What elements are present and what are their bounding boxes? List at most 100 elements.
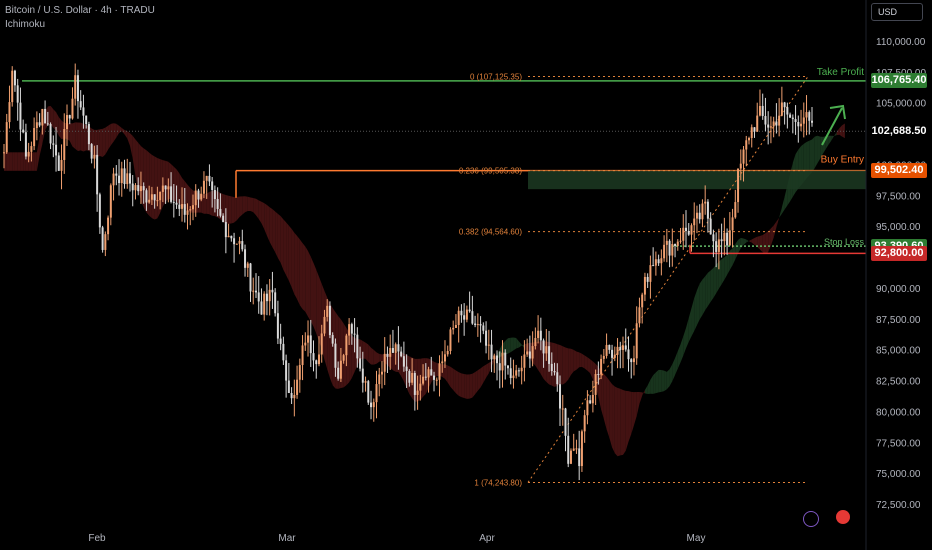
candle-body xyxy=(68,115,71,119)
candle-body xyxy=(613,354,616,358)
cloud-segment xyxy=(179,173,183,208)
currency-selector[interactable]: USD xyxy=(871,3,923,21)
cloud-segment xyxy=(466,374,470,399)
candle-body xyxy=(772,121,775,127)
candle-body xyxy=(307,335,310,343)
candle-body xyxy=(74,75,77,99)
fibonacci-retracement: 0 (107,125.35) 0.236 (99,505.38) 0.382 (94… xyxy=(459,72,809,487)
candle-body xyxy=(531,346,534,359)
candle-body xyxy=(674,243,677,246)
cloud-segment xyxy=(746,239,750,243)
candle-body xyxy=(764,116,767,125)
cloud-segment xyxy=(444,364,448,383)
candle-body xyxy=(465,309,468,320)
cloud-segment xyxy=(664,370,667,392)
cloud-segment xyxy=(25,152,29,171)
time-tick-label: May xyxy=(687,533,706,544)
cloud-segment xyxy=(28,152,32,171)
candle-body xyxy=(575,448,578,450)
cloud-segment xyxy=(14,152,18,171)
cloud-segment xyxy=(631,391,634,435)
candle-body xyxy=(35,122,38,129)
candle-body xyxy=(317,354,320,365)
candle-body xyxy=(479,324,482,326)
cloud-segment xyxy=(392,352,396,372)
candle-body xyxy=(671,243,674,256)
cloud-segment xyxy=(349,332,352,383)
candle-body xyxy=(337,367,340,379)
cloud-segment xyxy=(743,238,747,245)
candle-body xyxy=(216,199,219,209)
candle-body xyxy=(783,102,786,108)
candle-body xyxy=(622,345,625,350)
annotations: Take Profit Buy Entry Stop Loss xyxy=(817,67,865,247)
cloud-segment xyxy=(560,344,563,385)
candle-body xyxy=(548,346,551,364)
candle-body xyxy=(534,337,537,347)
candle-body xyxy=(107,217,110,235)
candle-body xyxy=(753,127,756,132)
cloud-segment xyxy=(820,136,823,159)
fib-level-label: 0.382 (94,564.60) xyxy=(459,228,522,237)
cloud-segment xyxy=(316,269,319,342)
cloud-segment xyxy=(450,366,454,390)
cloud-segment xyxy=(313,263,317,334)
candle-body xyxy=(578,448,581,467)
candle-body xyxy=(123,168,126,185)
indicator-label[interactable]: Ichimoku xyxy=(5,19,46,30)
candle-body xyxy=(79,101,82,108)
cloud-segment xyxy=(110,123,114,146)
candle-body xyxy=(27,151,30,157)
cloud-segment xyxy=(601,370,604,420)
cloud-segment xyxy=(458,372,462,398)
cloud-segment xyxy=(119,125,122,133)
candle-body xyxy=(126,173,129,185)
price-tick-label: 87,500.00 xyxy=(876,315,921,326)
cloud-segment xyxy=(225,194,229,224)
price-tick-label: 97,500.00 xyxy=(876,191,921,202)
cloud-segment xyxy=(299,239,303,310)
cloud-segment xyxy=(828,135,832,145)
candle-body xyxy=(312,353,315,361)
alert-icon[interactable] xyxy=(836,510,850,524)
candle-body xyxy=(197,190,200,200)
candle-body xyxy=(583,415,586,432)
symbol-title[interactable]: Bitcoin / U.S. Dollar · 4h · TRADU xyxy=(5,5,155,16)
candle-body xyxy=(265,293,268,302)
candle-body xyxy=(591,394,594,404)
candle-body xyxy=(254,290,257,293)
cloud-segment xyxy=(157,158,161,219)
cloud-segment xyxy=(99,128,103,157)
cloud-segment xyxy=(486,362,489,378)
cloud-segment xyxy=(581,353,585,369)
candle-body xyxy=(41,108,44,126)
cloud-segment xyxy=(269,207,273,248)
candle-body xyxy=(208,175,211,182)
replay-icon[interactable] xyxy=(803,511,819,527)
candle-body xyxy=(241,241,244,250)
candle-body xyxy=(227,235,230,238)
cloud-segment xyxy=(360,339,363,360)
candle-body xyxy=(76,75,79,102)
candle-body xyxy=(164,185,167,190)
cloud-segment xyxy=(691,298,695,337)
candle-body xyxy=(189,209,192,211)
cloud-segment xyxy=(562,346,566,385)
candle-body xyxy=(619,346,622,350)
cloud-segment xyxy=(694,290,697,331)
candle-body xyxy=(361,368,364,383)
cloud-segment xyxy=(261,201,265,229)
cloud-segment xyxy=(291,228,295,295)
time-axis: Feb Mar Apr May xyxy=(88,533,705,544)
cloud-segment xyxy=(784,185,788,210)
candle-body xyxy=(350,324,353,334)
cloud-segment xyxy=(472,372,476,398)
candle-body xyxy=(726,232,729,246)
cloud-segment xyxy=(56,112,59,136)
candle-body xyxy=(178,204,181,209)
candle-body xyxy=(539,330,542,341)
cloud-segment xyxy=(754,236,758,247)
cloud-segment xyxy=(735,240,739,260)
cloud-segment xyxy=(502,340,506,356)
